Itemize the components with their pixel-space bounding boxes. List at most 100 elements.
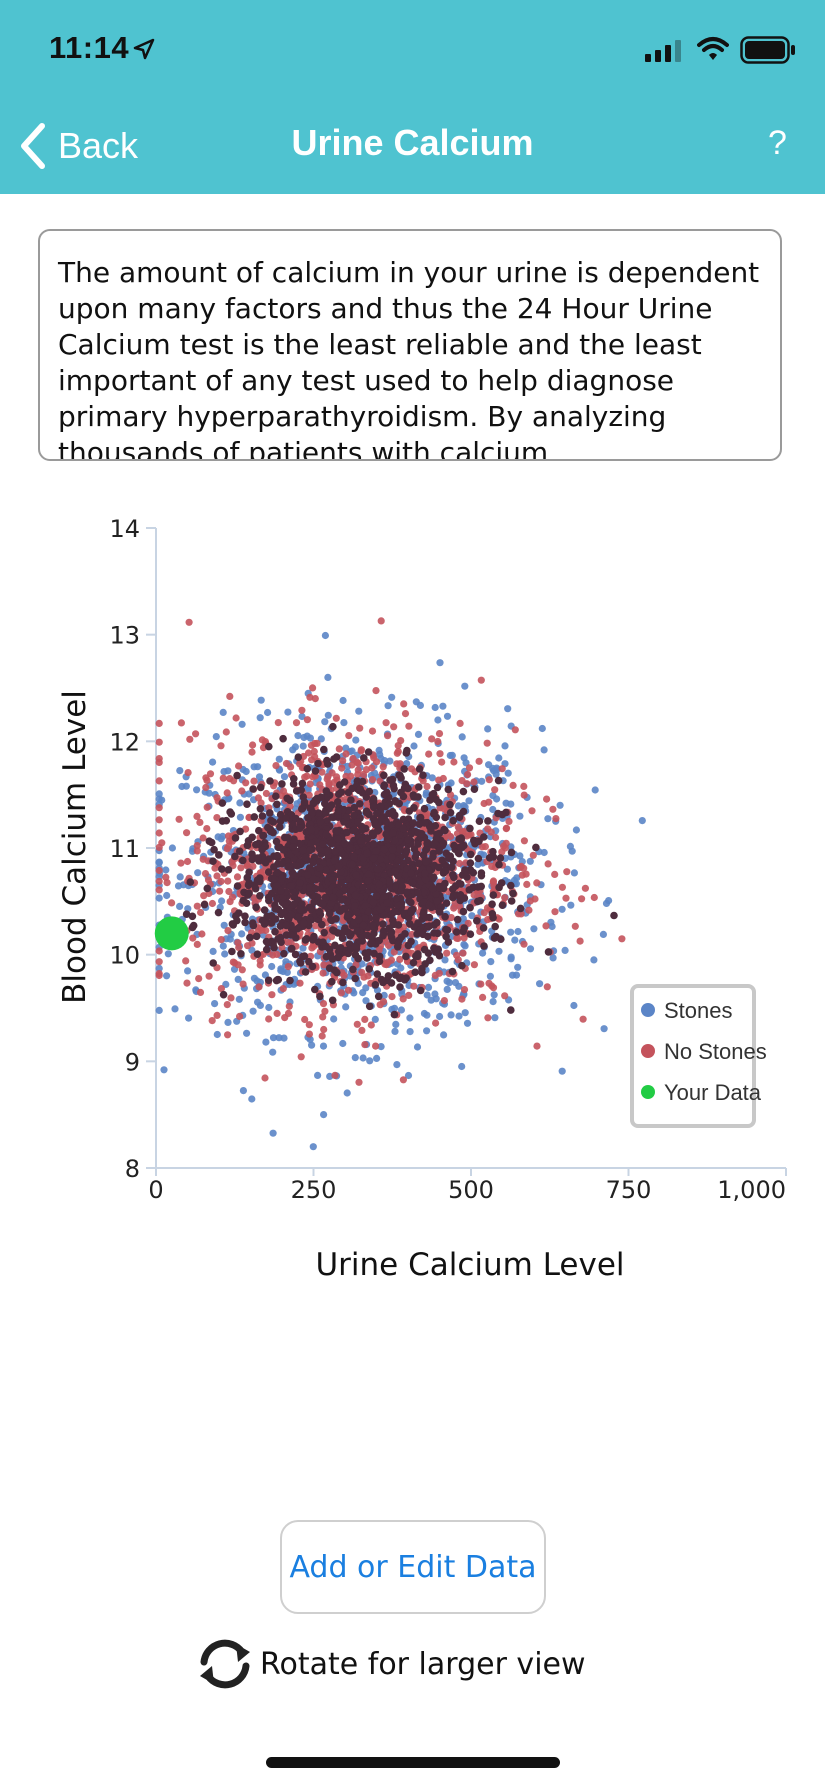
overlap-point <box>315 907 324 916</box>
no-stones-point <box>162 873 170 881</box>
overlap-point <box>322 809 330 817</box>
no-stones-point <box>175 815 183 823</box>
overlap-point <box>252 903 260 912</box>
overlap-point <box>384 972 393 980</box>
no-stones-point <box>465 764 474 772</box>
no-stones-point <box>405 722 413 730</box>
no-stones-point <box>520 940 528 948</box>
overlap-point <box>479 924 488 932</box>
add-or-edit-data-button[interactable]: Add or Edit Data <box>280 1520 546 1614</box>
legend-label: Your Data <box>664 1080 762 1105</box>
no-stones-point <box>225 887 233 896</box>
no-stones-point <box>223 789 231 797</box>
no-stones-point <box>483 739 491 747</box>
stones-point <box>184 967 192 975</box>
stones-point <box>163 891 171 900</box>
stones-point <box>448 751 456 759</box>
overlap-point <box>186 878 195 886</box>
overlap-point <box>364 907 373 916</box>
no-stones-point <box>243 862 251 870</box>
overlap-point <box>402 846 411 855</box>
no-stones-point <box>232 714 240 722</box>
overlap-point <box>457 836 465 844</box>
no-stones-point <box>208 899 216 908</box>
overlap-point <box>418 968 426 977</box>
no-stones-point <box>368 764 376 772</box>
stones-point <box>280 773 289 781</box>
stones-point <box>221 950 229 958</box>
no-stones-point <box>238 787 246 795</box>
overlap-point <box>250 881 259 889</box>
overlap-point <box>396 845 404 854</box>
overlap-point <box>433 897 442 905</box>
no-stones-point <box>342 750 350 758</box>
stones-point <box>235 995 243 1003</box>
overlap-point <box>429 853 437 861</box>
overlap-point <box>259 831 268 840</box>
no-stones-point <box>183 857 192 866</box>
stones-point <box>256 714 264 722</box>
overlap-point <box>252 840 260 849</box>
overlap-point <box>276 922 285 930</box>
overlap-point <box>311 885 320 893</box>
back-button[interactable]: Back <box>18 118 138 174</box>
stones-point <box>176 902 184 910</box>
overlap-point <box>380 911 388 919</box>
stones-point <box>461 682 469 690</box>
no-stones-point <box>464 770 472 779</box>
no-stones-point <box>331 1071 339 1079</box>
stones-point <box>236 799 244 807</box>
overlap-point <box>323 760 332 768</box>
overlap-point <box>388 846 397 854</box>
overlap-point <box>235 847 244 855</box>
stones-point <box>257 696 265 704</box>
help-button[interactable]: ? <box>768 124 787 162</box>
stones-point <box>544 815 552 823</box>
stones-point <box>234 975 242 983</box>
overlap-point <box>349 965 357 974</box>
overlap-point <box>294 753 303 761</box>
info-text-box[interactable]: The amount of calcium in your urine is d… <box>38 229 782 461</box>
no-stones-point <box>454 823 462 831</box>
overlap-point <box>449 871 457 879</box>
no-stones-point <box>203 803 211 811</box>
overlap-point <box>379 920 387 928</box>
no-stones-point <box>533 879 541 887</box>
overlap-point <box>376 855 385 864</box>
overlap-point <box>495 883 503 892</box>
no-stones-point <box>213 814 221 822</box>
no-stones-point <box>456 719 464 727</box>
no-stones-point <box>528 807 536 815</box>
stones-point <box>431 703 439 712</box>
overlap-point <box>277 886 285 895</box>
stones-point <box>205 789 213 797</box>
stones-point <box>526 857 534 865</box>
stones-point <box>423 1011 431 1019</box>
no-stones-point <box>219 774 227 782</box>
overlap-point <box>415 765 424 773</box>
overlap-point <box>442 899 451 907</box>
overlap-point <box>309 858 317 867</box>
no-stones-point <box>551 870 559 878</box>
no-stones-point <box>199 855 207 863</box>
no-stones-point <box>438 758 446 766</box>
your-data-points <box>154 916 189 951</box>
stones-point <box>362 984 370 992</box>
no-stones-point <box>297 1053 305 1061</box>
overlap-point <box>293 924 302 933</box>
stones-point <box>351 1054 359 1062</box>
no-stones-point <box>303 716 311 724</box>
overlap-point <box>222 816 231 825</box>
no-stones-point <box>360 973 368 981</box>
overlap-point <box>309 875 318 883</box>
chart-legend: Stones No Stones Your Data <box>630 984 767 1128</box>
no-stones-point <box>354 766 362 774</box>
overlap-point <box>320 928 329 937</box>
overlap-point <box>262 937 271 946</box>
overlap-point <box>450 841 458 850</box>
stones-point <box>174 882 183 890</box>
no-stones-point <box>286 802 294 810</box>
overlap-point <box>430 944 438 953</box>
overlap-point <box>425 901 433 909</box>
stones-point <box>502 799 510 807</box>
